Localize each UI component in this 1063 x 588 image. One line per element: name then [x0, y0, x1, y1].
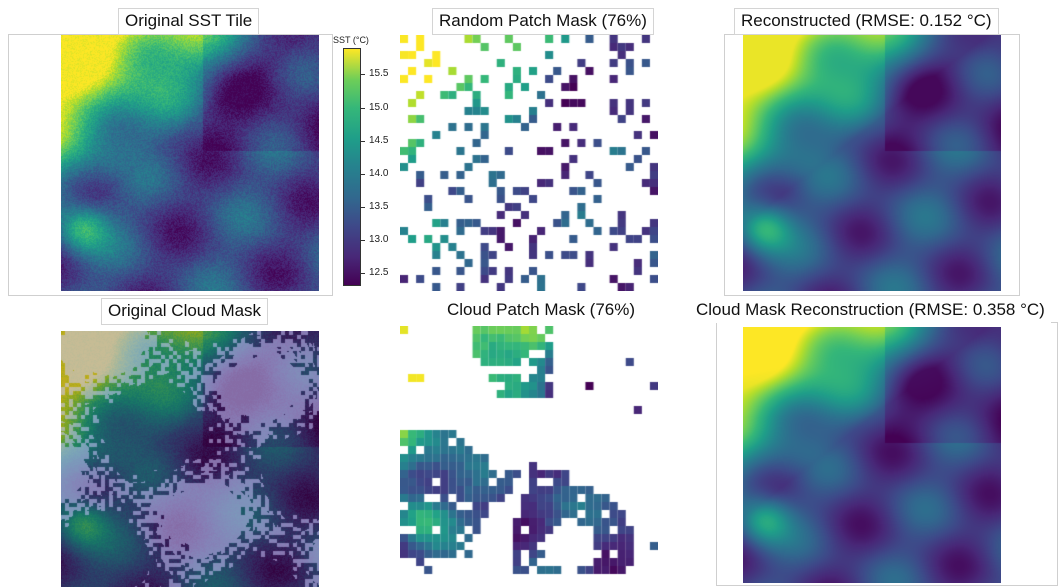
- colorbar-tick-mark: [361, 140, 365, 142]
- colorbar-tick-label: 15.0: [369, 101, 389, 113]
- title-cloud-mask-reconstruction: Cloud Mask Reconstruction (RMSE: 0.358 °…: [690, 298, 1051, 323]
- colorbar-tick-mark: [361, 107, 365, 109]
- colorbar-label: SST (°C): [333, 35, 369, 45]
- original-cloud-mask-image: [61, 331, 319, 587]
- cloud-mask-reconstruction-image: [743, 327, 1001, 583]
- colorbar-tick-mark: [361, 74, 365, 76]
- title-reconstructed: Reconstructed (RMSE: 0.152 °C): [734, 8, 999, 35]
- title-original-sst: Original SST Tile: [118, 8, 260, 35]
- colorbar-tick-mark: [361, 173, 365, 175]
- title-original-cloud-mask: Original Cloud Mask: [101, 298, 269, 325]
- colorbar-tick-label: 14.0: [369, 167, 389, 179]
- colorbar-tick-label: 13.0: [369, 233, 389, 245]
- title-random-patch-mask: Random Patch Mask (76%): [432, 8, 654, 35]
- colorbar-tick-mark: [361, 239, 365, 241]
- colorbar-tick-label: 14.5: [369, 134, 389, 146]
- colorbar-tick-label: 13.5: [369, 200, 389, 212]
- colorbar-tick-mark: [361, 206, 365, 208]
- original-sst-image: [61, 35, 319, 291]
- colorbar-tick-mark: [361, 272, 365, 274]
- colorbar-gradient: [343, 48, 361, 286]
- colorbar-tick-label: 12.5: [369, 266, 389, 278]
- reconstructed-image: [743, 35, 1001, 291]
- title-cloud-patch-mask: Cloud Patch Mask (76%): [441, 298, 642, 323]
- colorbar-tick-label: 15.5: [369, 68, 389, 80]
- colorbar: SST (°C) 15.5 15.0 14.5 14.0 13.5 13.0 12.5: [333, 35, 400, 293]
- random-patch-mask-image: [400, 35, 658, 291]
- cloud-patch-mask-image: [400, 326, 658, 582]
